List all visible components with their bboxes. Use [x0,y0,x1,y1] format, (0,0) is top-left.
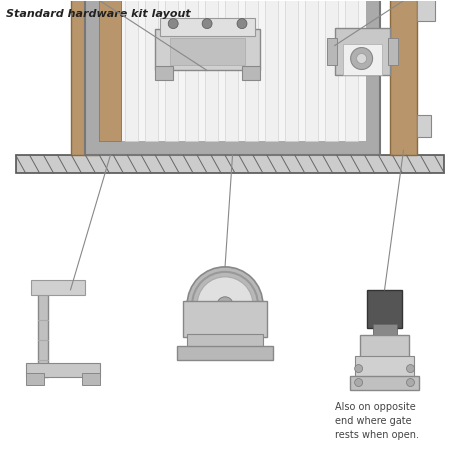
Circle shape [351,48,373,70]
Circle shape [355,379,363,386]
Bar [31,280,85,295]
Bar [100,0,121,141]
Bar [160,18,255,35]
Bar [16,155,444,173]
Bar [345,0,357,141]
Bar [26,363,100,377]
Bar [418,0,436,20]
Bar [373,324,397,339]
Bar [100,0,365,141]
Bar [343,44,382,76]
Bar [305,0,318,141]
Circle shape [356,54,366,64]
Bar [350,375,419,389]
Bar [26,373,44,384]
Bar [71,0,99,155]
Circle shape [168,19,178,29]
Circle shape [407,379,414,386]
Text: Standard hardware kit layout: Standard hardware kit layout [6,9,191,19]
Bar [125,0,138,141]
Circle shape [355,364,363,373]
Bar [335,28,390,76]
Bar [155,66,173,81]
Bar [418,116,431,137]
Bar [355,356,414,379]
Bar [183,301,267,337]
Bar [187,334,263,349]
Circle shape [407,364,414,373]
Bar [360,335,410,359]
Bar [155,29,260,71]
Bar [265,0,278,141]
Bar [285,0,298,141]
Bar [170,38,245,66]
Bar [165,0,178,141]
Circle shape [237,19,247,29]
Bar [225,0,238,141]
Bar [177,346,273,359]
Bar [242,66,260,81]
Bar [325,0,337,141]
Bar [366,290,402,328]
Circle shape [217,297,233,313]
Bar [390,0,418,155]
Bar [85,0,380,155]
Circle shape [202,19,212,29]
Bar [185,0,198,141]
Circle shape [187,267,263,343]
Bar [388,38,398,66]
Bar [37,282,47,377]
Bar [245,0,258,141]
Bar [327,38,337,66]
Text: Also on opposite
end where gate
rests when open.: Also on opposite end where gate rests wh… [335,403,419,440]
Circle shape [197,277,253,333]
Bar [205,0,218,141]
Bar [82,373,100,384]
Bar [145,0,158,141]
